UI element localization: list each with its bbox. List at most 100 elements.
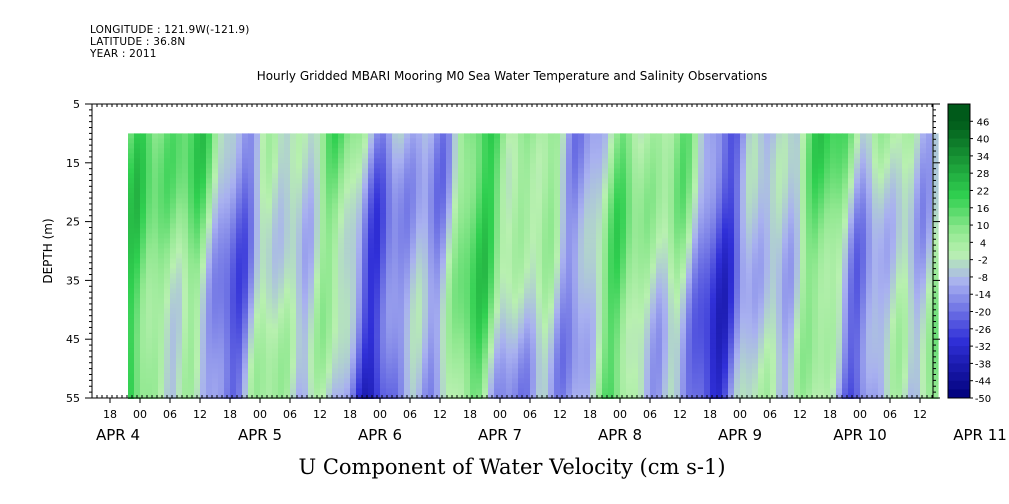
heatmap-cell [134, 383, 141, 389]
heatmap-cell [656, 253, 663, 259]
heatmap-cell [338, 363, 345, 369]
heatmap-cell [248, 283, 255, 289]
heatmap-cell [404, 238, 411, 244]
heatmap-cell [650, 368, 657, 374]
heatmap-cell [470, 203, 477, 209]
heatmap-cell [638, 178, 645, 184]
heatmap-cell [158, 333, 165, 339]
heatmap-cell [344, 338, 351, 344]
heatmap-cell [482, 318, 489, 324]
heatmap-cell [206, 343, 213, 349]
heatmap-cell [452, 183, 459, 189]
heatmap-cell [260, 208, 267, 214]
heatmap-cell [146, 158, 153, 164]
heatmap-cell [614, 233, 621, 239]
heatmap-cell [188, 288, 195, 294]
heatmap-cell [254, 368, 261, 374]
heatmap-cell [272, 178, 279, 184]
heatmap-cell [344, 173, 351, 179]
heatmap-cell [194, 383, 201, 389]
heatmap-cell [140, 303, 147, 309]
heatmap-cell [284, 243, 291, 249]
heatmap-cell [668, 258, 675, 264]
heatmap-cell [482, 363, 489, 369]
heatmap-cell [566, 178, 573, 184]
heatmap-cell [548, 318, 555, 324]
heatmap-cell [560, 373, 567, 379]
heatmap-cell [362, 328, 369, 334]
heatmap-cell [380, 158, 387, 164]
heatmap-cell [140, 183, 147, 189]
heatmap-cell [332, 238, 339, 244]
heatmap-cell [326, 213, 333, 219]
heatmap-cell [458, 283, 465, 289]
heatmap-cell [260, 388, 267, 394]
heatmap-cell [482, 348, 489, 354]
heatmap-cell [134, 163, 141, 169]
heatmap-cell [242, 388, 249, 394]
heatmap-cell [650, 138, 657, 144]
heatmap-cell [320, 183, 327, 189]
heatmap-cell [680, 248, 687, 254]
heatmap-cell [470, 373, 477, 379]
heatmap-cell [542, 203, 549, 209]
heatmap-cell [530, 208, 537, 214]
heatmap-cell [404, 153, 411, 159]
heatmap-cell [332, 233, 339, 239]
heatmap-cell [140, 333, 147, 339]
heatmap-cell [650, 293, 657, 299]
heatmap-cell [194, 248, 201, 254]
heatmap-cell [248, 213, 255, 219]
heatmap-cell [296, 148, 303, 154]
heatmap-cell [482, 183, 489, 189]
heatmap-cell [608, 228, 615, 234]
heatmap-cell [128, 198, 135, 204]
heatmap-cell [188, 233, 195, 239]
heatmap-cell [494, 138, 501, 144]
heatmap-cell [650, 348, 657, 354]
heatmap-cell [374, 318, 381, 324]
heatmap-cell [266, 313, 273, 319]
heatmap-cell [260, 168, 267, 174]
heatmap-cell [608, 338, 615, 344]
heatmap-cell [242, 293, 249, 299]
heatmap-cell [290, 318, 297, 324]
heatmap-cell [548, 273, 555, 279]
heatmap-cell [254, 178, 261, 184]
heatmap-cell [146, 388, 153, 394]
heatmap-cell [488, 338, 495, 344]
heatmap-cell [218, 268, 225, 274]
heatmap-cell [368, 168, 375, 174]
heatmap-cell [146, 363, 153, 369]
heatmap-cell [260, 173, 267, 179]
heatmap-cell [236, 368, 243, 374]
heatmap-cell [446, 138, 453, 144]
heatmap-cell [224, 193, 231, 199]
heatmap-cell [680, 223, 687, 229]
heatmap-cell [428, 343, 435, 349]
heatmap-cell [530, 373, 537, 379]
heatmap-cell [584, 133, 591, 139]
heatmap-cell [488, 353, 495, 359]
heatmap-cell [602, 238, 609, 244]
heatmap-cell [128, 148, 135, 154]
heatmap-cell [344, 333, 351, 339]
heatmap-cell [188, 303, 195, 309]
heatmap-cell [590, 288, 597, 294]
heatmap-cell [188, 253, 195, 259]
heatmap-cell [236, 153, 243, 159]
heatmap-cell [578, 268, 585, 274]
heatmap-cell [302, 208, 309, 214]
heatmap-cell [422, 283, 429, 289]
heatmap-cell [218, 383, 225, 389]
heatmap-cell [578, 163, 585, 169]
heatmap-cell [326, 243, 333, 249]
heatmap-cell [458, 363, 465, 369]
heatmap-cell [566, 313, 573, 319]
heatmap-cell [302, 353, 309, 359]
heatmap-cell [212, 373, 219, 379]
heatmap-cell [182, 348, 189, 354]
heatmap-cell [206, 363, 213, 369]
heatmap-cell [302, 333, 309, 339]
heatmap-cell [602, 323, 609, 329]
